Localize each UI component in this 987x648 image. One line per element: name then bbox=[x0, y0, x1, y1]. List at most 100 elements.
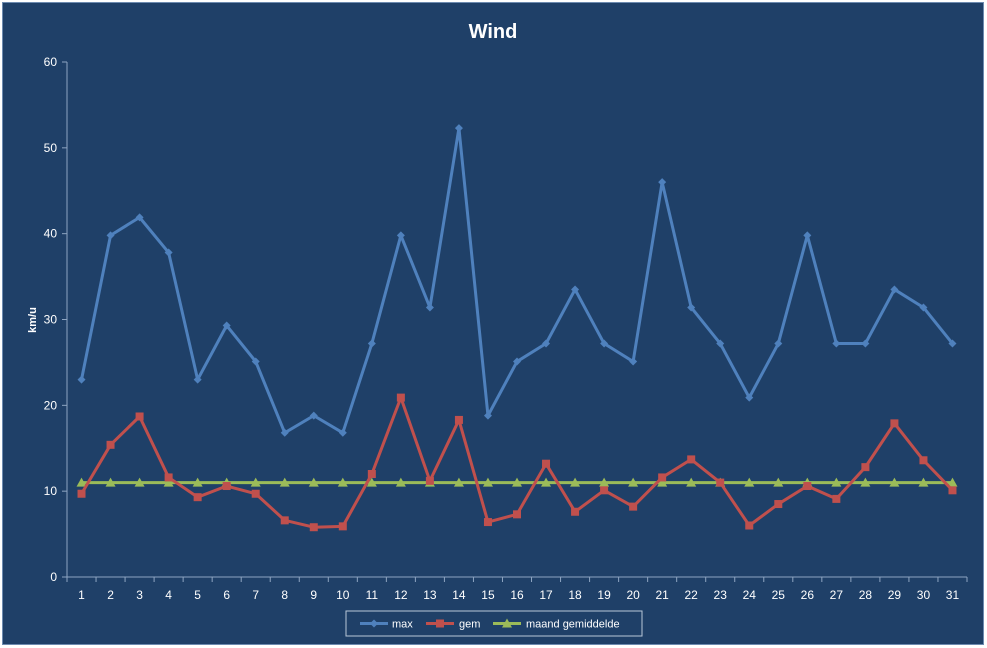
x-tick-label: 31 bbox=[946, 588, 960, 602]
data-point-gem bbox=[716, 478, 725, 487]
data-point-maand-gemiddelde bbox=[395, 477, 406, 487]
data-point-maand-gemiddelde bbox=[453, 477, 464, 487]
data-point-maand-gemiddelde bbox=[541, 477, 552, 487]
x-tick-label: 30 bbox=[917, 588, 931, 602]
data-point-max bbox=[193, 375, 202, 384]
x-tick-label: 26 bbox=[801, 588, 815, 602]
legend: max gem maand gemiddelde bbox=[345, 610, 643, 637]
data-point-max bbox=[774, 339, 783, 348]
series-layer bbox=[76, 124, 958, 532]
data-point-gem bbox=[367, 470, 376, 478]
data-point-max bbox=[745, 393, 754, 402]
series-line-gem bbox=[80, 396, 954, 529]
x-tick-label: 21 bbox=[655, 588, 669, 602]
legend-swatch-marker bbox=[370, 619, 378, 628]
x-tick-label: 9 bbox=[310, 588, 317, 602]
data-point-max bbox=[222, 321, 231, 330]
data-point-maand-gemiddelde bbox=[279, 477, 290, 487]
x-tick-label: 11 bbox=[366, 588, 379, 602]
y-tick-label: 30 bbox=[44, 313, 58, 327]
x-tick-label: 2 bbox=[107, 588, 114, 602]
x-tick-label: 15 bbox=[481, 588, 495, 602]
x-tick-label: 1 bbox=[78, 588, 85, 602]
data-point-gem bbox=[135, 412, 144, 421]
x-tick-label: 4 bbox=[165, 588, 172, 602]
data-point-gem bbox=[542, 459, 551, 468]
data-point-gem bbox=[832, 494, 841, 503]
x-tick-label: 7 bbox=[252, 588, 259, 602]
x-tick-label: 10 bbox=[336, 588, 350, 602]
legend-item-gem: gem bbox=[426, 619, 480, 631]
data-point-gem bbox=[861, 463, 870, 472]
data-point-max bbox=[77, 375, 86, 384]
data-point-maand-gemiddelde bbox=[337, 477, 348, 487]
data-point-maand-gemiddelde bbox=[947, 477, 958, 487]
series-gem bbox=[77, 393, 957, 532]
x-tick-label: 14 bbox=[452, 588, 466, 602]
data-point-maand-gemiddelde bbox=[599, 477, 610, 487]
data-point-gem bbox=[600, 486, 609, 495]
data-point-maand-gemiddelde bbox=[860, 477, 871, 487]
data-point-max bbox=[629, 357, 638, 366]
data-point-gem bbox=[251, 489, 260, 498]
x-tick-label: 27 bbox=[830, 588, 844, 602]
y-tick-label: 10 bbox=[44, 484, 58, 498]
x-tick-label: 19 bbox=[597, 588, 611, 602]
data-point-max bbox=[890, 285, 899, 294]
y-tick-label: 50 bbox=[44, 141, 58, 155]
data-point-gem bbox=[425, 476, 434, 485]
data-point-max bbox=[309, 411, 318, 420]
x-tick-label: 23 bbox=[714, 588, 728, 602]
data-point-maand-gemiddelde bbox=[134, 477, 145, 487]
series-max bbox=[77, 124, 957, 437]
data-point-gem bbox=[513, 510, 521, 519]
x-tick-label: 22 bbox=[685, 588, 699, 602]
data-point-gem bbox=[948, 486, 957, 495]
legend-swatch-marker bbox=[436, 619, 444, 628]
data-point-max bbox=[861, 339, 870, 348]
x-tick-label: 3 bbox=[136, 588, 143, 602]
x-tick-label: 12 bbox=[394, 588, 408, 602]
data-point-gem bbox=[629, 502, 638, 511]
data-point-gem bbox=[164, 473, 173, 482]
data-point-max bbox=[251, 357, 260, 366]
data-point-max bbox=[658, 178, 667, 187]
data-point-maand-gemiddelde bbox=[889, 477, 900, 487]
legend-box bbox=[345, 610, 643, 637]
data-point-gem bbox=[280, 516, 289, 525]
data-point-max bbox=[483, 411, 492, 420]
data-point-gem bbox=[890, 419, 899, 428]
data-point-maand-gemiddelde bbox=[366, 477, 377, 487]
data-point-maand-gemiddelde bbox=[773, 477, 784, 487]
x-tick-label: 17 bbox=[539, 588, 553, 602]
legend-label: gem bbox=[459, 619, 480, 631]
data-point-max bbox=[919, 303, 928, 312]
data-point-max bbox=[367, 339, 376, 348]
y-tick-label: 20 bbox=[44, 398, 58, 412]
data-point-maand-gemiddelde bbox=[250, 477, 261, 487]
data-point-gem bbox=[919, 456, 928, 465]
series-maand-gemiddelde bbox=[76, 477, 958, 487]
x-tick-label: 24 bbox=[743, 588, 757, 602]
data-point-maand-gemiddelde bbox=[744, 477, 755, 487]
data-point-maand-gemiddelde bbox=[918, 477, 929, 487]
data-point-max bbox=[280, 428, 289, 437]
data-point-gem bbox=[338, 522, 347, 531]
data-point-max bbox=[396, 231, 405, 240]
data-point-max bbox=[135, 213, 144, 222]
data-point-maand-gemiddelde bbox=[163, 477, 174, 487]
data-point-maand-gemiddelde bbox=[192, 477, 203, 487]
data-point-max bbox=[106, 231, 115, 240]
y-tick-label: 60 bbox=[44, 55, 58, 69]
x-tick-label: 13 bbox=[423, 588, 437, 602]
data-point-max bbox=[338, 428, 347, 437]
data-point-max bbox=[600, 339, 609, 348]
data-point-gem bbox=[106, 440, 115, 449]
legend-swatch-marker bbox=[502, 618, 512, 628]
data-point-maand-gemiddelde bbox=[628, 477, 639, 487]
x-tick-label: 29 bbox=[888, 588, 902, 602]
data-point-maand-gemiddelde bbox=[482, 477, 493, 487]
